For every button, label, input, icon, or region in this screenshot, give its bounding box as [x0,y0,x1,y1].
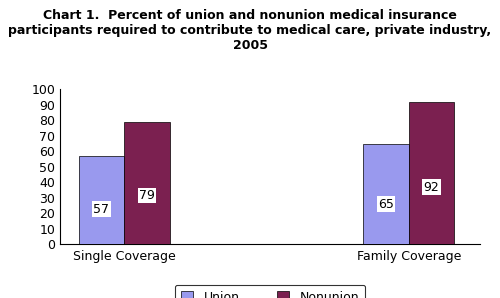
Legend: Union, Nonunion: Union, Nonunion [174,285,366,298]
Bar [409,102,455,244]
Text: Chart 1.  Percent of union and nonunion medical insurance
participants required : Chart 1. Percent of union and nonunion m… [8,9,492,52]
Text: 92: 92 [424,181,440,194]
Text: 57: 57 [94,203,110,215]
Bar [78,156,124,244]
Bar [124,122,170,244]
Text: 79: 79 [139,189,155,202]
Text: 65: 65 [378,198,394,211]
Bar [364,144,409,244]
